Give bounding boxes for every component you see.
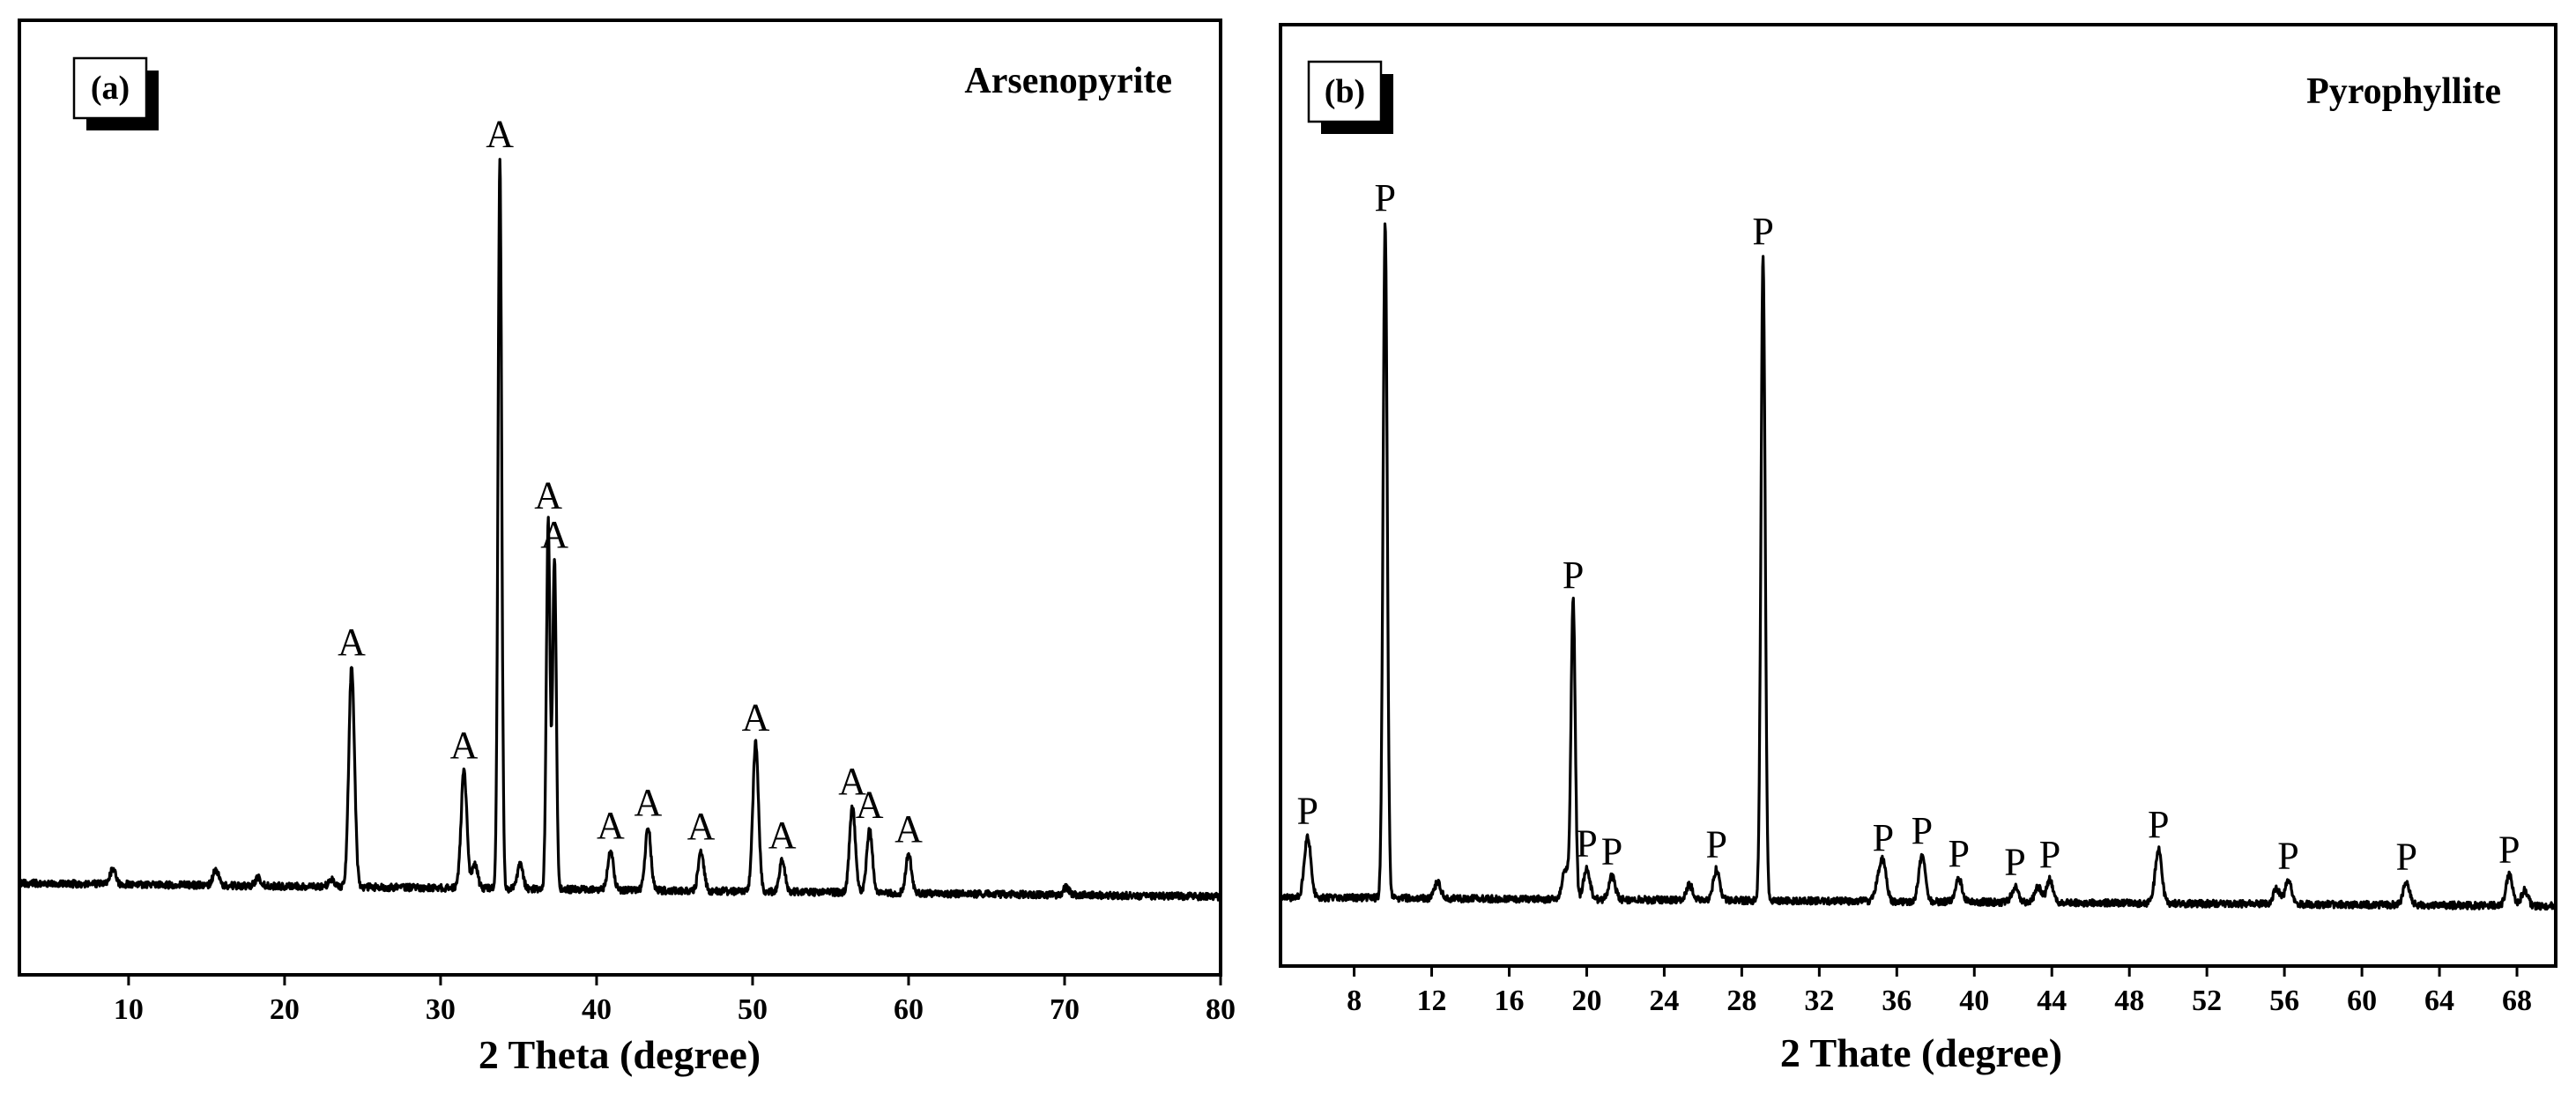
- peak-label-a-8: A: [742, 695, 770, 739]
- peak-label-a-6: A: [635, 781, 663, 824]
- peak-label-a-5: A: [597, 804, 625, 847]
- x-tick-label-b-14: 64: [2424, 985, 2454, 1017]
- peak-label-b-12: P: [2148, 803, 2169, 846]
- x-tick-label-a-0: 10: [114, 993, 144, 1026]
- x-tick-label-b-7: 36: [1882, 985, 1912, 1017]
- peak-label-a-11: A: [856, 784, 884, 827]
- xrd-trace-pyrophyllite: [1279, 222, 2557, 911]
- peak-label-a-10: A: [838, 760, 866, 803]
- panel-tag-b: (b): [1307, 60, 1393, 134]
- x-tick-label-b-12: 56: [2269, 985, 2299, 1017]
- x-tick-label-a-4: 50: [738, 993, 768, 1026]
- x-tick-label-b-4: 24: [1649, 985, 1679, 1017]
- peak-label-a-2: A: [486, 113, 514, 156]
- peak-label-a-1: A: [450, 724, 479, 767]
- x-tick-label-b-1: 12: [1417, 985, 1447, 1017]
- x-axis-label-a: 2 Theta (degree): [479, 1032, 761, 1077]
- peak-label-a-4: A: [540, 513, 568, 556]
- peak-label-b-2: P: [1563, 554, 1584, 597]
- chart-title-b: Pyrophyllite: [2306, 71, 2501, 112]
- peak-label-b-1: P: [1375, 176, 1396, 219]
- peak-label-a-7: A: [687, 805, 716, 848]
- peak-label-b-15: P: [2498, 829, 2520, 872]
- x-axis-b: 8 12 16 20 24 28 32 36 40 44 48 52 56 60 64 68: [1347, 966, 2532, 1017]
- peak-label-b-9: P: [1948, 832, 1969, 875]
- peak-label-b-7: P: [1873, 816, 1894, 859]
- panel-pyrophyllite: (b) Pyrophyllite 8 12 16 20 24 28 32 36 40 44 48 52…: [1279, 23, 2557, 1075]
- peak-label-b-10: P: [2004, 840, 2025, 883]
- panel-tag-a-text: (a): [91, 70, 130, 107]
- x-tick-label-b-0: 8: [1347, 985, 1362, 1017]
- peak-label-a-0: A: [338, 621, 366, 664]
- x-tick-label-b-3: 20: [1571, 985, 1601, 1017]
- x-tick-label-a-3: 40: [582, 993, 612, 1026]
- peak-label-b-14: P: [2395, 836, 2416, 879]
- x-tick-label-b-5: 28: [1726, 985, 1756, 1017]
- peak-label-b-8: P: [1912, 809, 1933, 852]
- plot-frame-b: [1279, 23, 2557, 968]
- x-tick-label-a-7: 80: [1206, 993, 1236, 1026]
- peak-label-a-12: A: [895, 807, 923, 851]
- x-tick-label-b-10: 48: [2114, 985, 2144, 1017]
- plot-frame-a: [18, 19, 1222, 977]
- x-tick-label-b-15: 68: [2502, 985, 2532, 1017]
- x-tick-label-a-1: 20: [270, 993, 300, 1026]
- x-tick-label-a-6: 70: [1050, 993, 1080, 1026]
- x-tick-label-b-13: 60: [2347, 985, 2377, 1017]
- peak-label-b-4: P: [1601, 830, 1622, 873]
- x-tick-label-b-6: 32: [1804, 985, 1834, 1017]
- peak-label-b-13: P: [2277, 835, 2298, 878]
- x-tick-label-b-9: 44: [2037, 985, 2067, 1017]
- chart-title-a: Arsenopyrite: [964, 61, 1172, 101]
- peak-label-b-5: P: [1706, 823, 1727, 866]
- x-tick-label-b-2: 16: [1494, 985, 1524, 1017]
- panel-tag-b-text: (b): [1325, 73, 1365, 110]
- x-tick-label-a-5: 60: [894, 993, 924, 1026]
- xrd-trace-arsenopyrite: [18, 158, 1222, 902]
- peak-label-a-9: A: [768, 814, 797, 857]
- panel-tag-a: (a): [72, 56, 159, 130]
- peak-label-b-3: P: [1576, 822, 1597, 866]
- x-tick-label-b-11: 52: [2192, 985, 2222, 1017]
- panel-arsenopyrite: (a) Arsenopyrite 10 20 30 40 50 60 70 80 AAAAAA…: [18, 19, 1236, 1077]
- peak-label-b-11: P: [2039, 833, 2060, 876]
- x-tick-label-a-2: 30: [426, 993, 456, 1026]
- x-tick-label-b-8: 40: [1959, 985, 1989, 1017]
- x-axis-label-b: 2 Thate (degree): [1780, 1030, 2062, 1075]
- x-axis-a: 10 20 30 40 50 60 70 80: [114, 975, 1236, 1026]
- peak-label-a-3: A: [534, 474, 562, 517]
- peak-label-b-6: P: [1752, 210, 1773, 253]
- peak-label-b-0: P: [1297, 790, 1318, 833]
